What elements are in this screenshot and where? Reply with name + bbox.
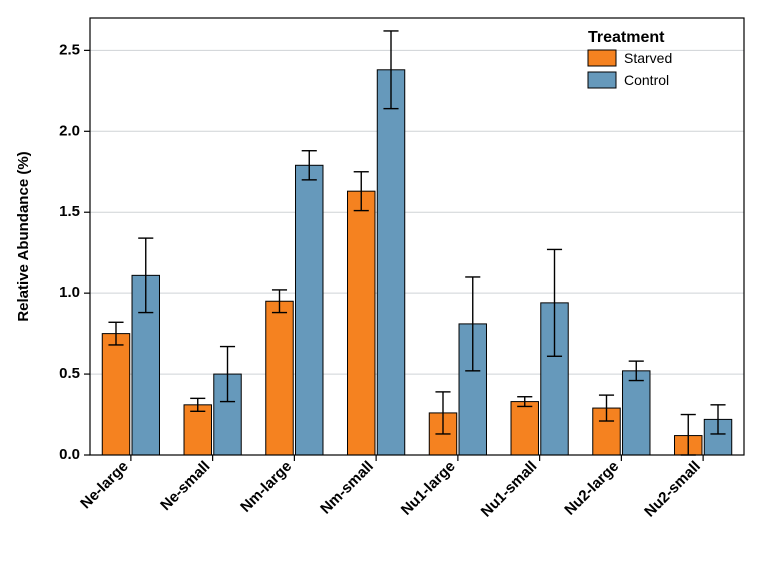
legend-swatch — [588, 50, 616, 66]
bar — [511, 402, 538, 455]
ytick-label: 2.0 — [59, 122, 80, 139]
bar — [296, 165, 323, 455]
xtick-label: Nm-small — [317, 458, 377, 518]
bar — [102, 334, 129, 455]
ytick-label: 2.5 — [59, 41, 80, 58]
legend-label: Starved — [624, 50, 672, 66]
ytick-label: 0.0 — [59, 446, 80, 463]
bar — [623, 371, 650, 455]
chart-root: 0.0 0.5 1.0 1.5 2.0 2.5 Ne-large Ne-small Nm-lar… — [0, 0, 762, 569]
legend-swatch — [588, 72, 616, 88]
legend: Treatment Starved Control — [588, 29, 672, 88]
xtick-label: Nu2-large — [561, 458, 622, 519]
bar — [377, 70, 404, 455]
xtick-label: Nm-large — [237, 458, 295, 516]
bar — [348, 191, 375, 455]
bar — [266, 301, 293, 455]
abundance-bar-chart: 0.0 0.5 1.0 1.5 2.0 2.5 Ne-large Ne-small Nm-lar… — [0, 0, 762, 569]
legend-title: Treatment — [588, 29, 665, 46]
xtick-label: Ne-large — [77, 458, 131, 512]
y-axis-label: Relative Abundance (%) — [15, 151, 32, 321]
ytick-label: 0.5 — [59, 365, 80, 382]
xtick-label: Ne-small — [157, 458, 213, 514]
bar — [184, 405, 211, 455]
xtick-label: Nu2-small — [641, 458, 704, 521]
legend-label: Control — [624, 72, 669, 88]
ytick-label: 1.0 — [59, 284, 80, 301]
xtick-label: Nu1-large — [398, 458, 459, 519]
xtick-label: Nu1-small — [478, 458, 541, 521]
ytick-label: 1.5 — [59, 203, 80, 220]
